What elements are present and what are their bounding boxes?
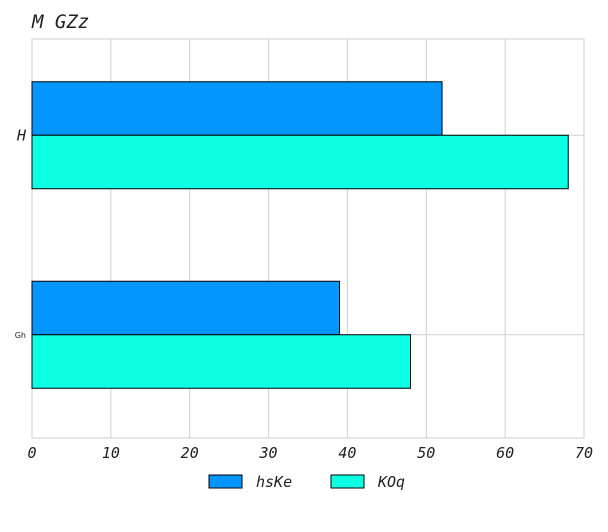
bar-hsKe-H [31, 81, 443, 136]
x-axis-ticks: 0 10 20 30 40 50 60 70 [27, 444, 593, 462]
chart-title: M GZz [31, 11, 89, 33]
legend: hsKe KOq [208, 473, 405, 491]
legend-swatch-hsKe [208, 474, 243, 489]
x-tick-label-20: 20 [181, 444, 199, 462]
x-tick-label-30: 30 [259, 444, 278, 462]
legend-label-KOq: KOq [377, 473, 405, 491]
legend-swatch-KOq [330, 474, 365, 489]
x-tick-label-0: 0 [27, 444, 36, 462]
x-tick-label-70: 70 [575, 444, 593, 462]
x-tick-label-60: 60 [496, 444, 514, 462]
category-label-Gh: Gh [15, 331, 26, 340]
bar-hsKe-Gh [31, 280, 341, 336]
bars-layer [31, 81, 569, 389]
category-label-H: H [16, 126, 27, 144]
category-labels: H Gh [15, 126, 27, 340]
plot-frame [31, 38, 585, 439]
x-tick-label-50: 50 [417, 444, 435, 462]
x-tick-label-10: 10 [102, 444, 120, 462]
bar-KOq-Gh [31, 334, 412, 389]
bar-KOq-H [31, 134, 569, 190]
legend-label-hsKe: hsKe [256, 473, 292, 491]
x-tick-label-40: 40 [338, 444, 356, 462]
